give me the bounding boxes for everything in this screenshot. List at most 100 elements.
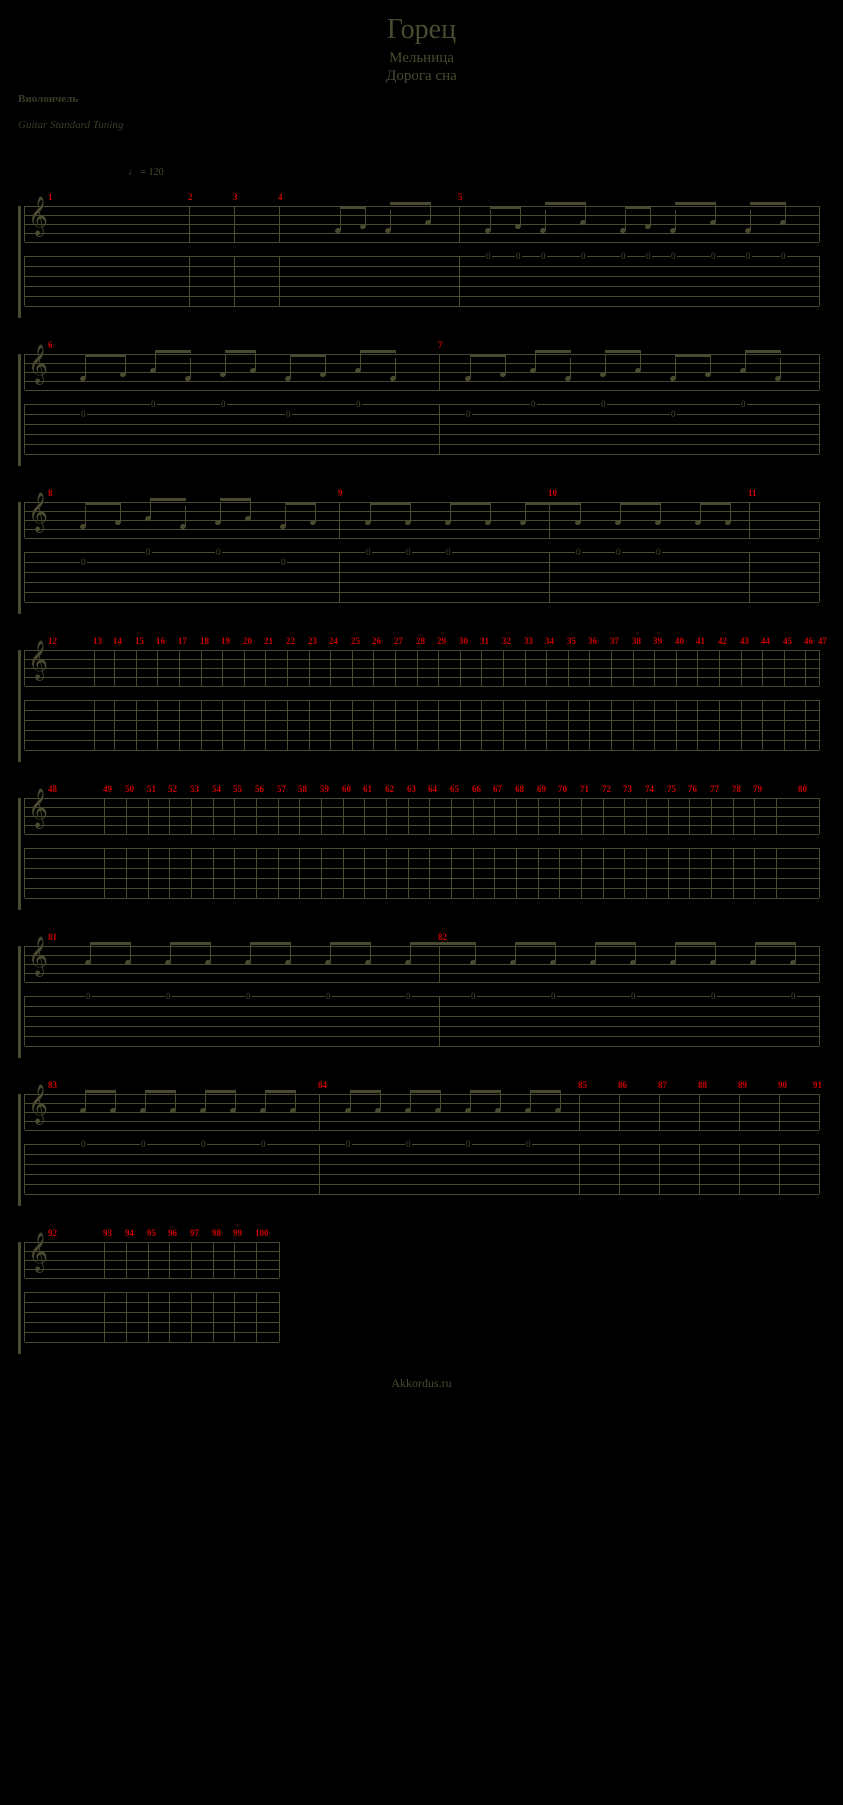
measure-number: 93: [103, 1228, 112, 1238]
tab-fret-number: 0: [80, 558, 87, 567]
measure-number: 36: [588, 636, 597, 646]
measure-number: 13: [93, 636, 102, 646]
instrument-part: Виолончель: [18, 93, 825, 105]
measure-number: 49: [103, 784, 112, 794]
measure-number: 40: [675, 636, 684, 646]
tab-fret-number: 0: [405, 992, 412, 1001]
treble-clef-icon: 𝄞: [28, 200, 48, 234]
systems-container: 12345𝄞000000000067𝄞0000000000891011𝄞0000…: [18, 192, 825, 1342]
measure-number: 73: [623, 784, 632, 794]
measure-number: 53: [190, 784, 199, 794]
measure-number: 62: [385, 784, 394, 794]
measure-number: 64: [428, 784, 437, 794]
tab-fret-number: 0: [465, 1140, 472, 1149]
tablature-staff: [24, 848, 820, 898]
measure-number: 3: [233, 192, 238, 202]
staff-system: 9293949596979899100𝄞: [18, 1228, 278, 1342]
tab-fret-number: 0: [580, 252, 587, 261]
notation-staff: 𝄞: [24, 206, 820, 242]
tab-fret-number: 0: [285, 410, 292, 419]
tab-fret-number: 0: [740, 400, 747, 409]
notation-staff: 𝄞: [24, 1242, 280, 1278]
tablature-staff: 0000000000: [24, 256, 820, 306]
measure-number: 56: [255, 784, 264, 794]
treble-clef-icon: 𝄞: [28, 496, 48, 530]
tablature-staff: 0000000000: [24, 996, 820, 1046]
measure-number: 41: [696, 636, 705, 646]
measure-number: 75: [667, 784, 676, 794]
song-title: Горец: [18, 14, 825, 46]
tab-fret-number: 0: [200, 1140, 207, 1149]
tab-fret-number: 0: [465, 410, 472, 419]
measure-number: 26: [372, 636, 381, 646]
measure-number: 77: [710, 784, 719, 794]
measure-number: 63: [407, 784, 416, 794]
measure-number: 24: [329, 636, 338, 646]
measure-number: 52: [168, 784, 177, 794]
tab-fret-number: 0: [405, 548, 412, 557]
treble-clef-icon: 𝄞: [28, 1088, 48, 1122]
measure-number: 54: [212, 784, 221, 794]
measure-number: 48: [48, 784, 57, 794]
measure-number: 6: [48, 340, 53, 350]
tab-fret-number: 0: [405, 1140, 412, 1149]
measure-number: 9: [338, 488, 343, 498]
measure-number: 22: [286, 636, 295, 646]
measure-number: 98: [212, 1228, 221, 1238]
measure-number: 25: [351, 636, 360, 646]
staff-system: 838485868788899091𝄞00000000: [18, 1080, 818, 1194]
measure-number: 11: [748, 488, 757, 498]
measure-number: 81: [48, 932, 57, 942]
measure-number: 35: [567, 636, 576, 646]
measure-number: 71: [580, 784, 589, 794]
tab-fret-number: 0: [710, 252, 717, 261]
tab-fret-number: 0: [445, 548, 452, 557]
measure-number: 14: [113, 636, 122, 646]
measure-number: 99: [233, 1228, 242, 1238]
measure-number: 90: [778, 1080, 787, 1090]
tab-fret-number: 0: [710, 992, 717, 1001]
tablature-staff: [24, 700, 820, 750]
staff-system: 4849505152535455565758596061626364656667…: [18, 784, 818, 898]
measure-number: 57: [277, 784, 286, 794]
tablature-staff: 00000000: [24, 1144, 820, 1194]
measure-number: 68: [515, 784, 524, 794]
tab-fret-number: 0: [470, 992, 477, 1001]
measure-number: 65: [450, 784, 459, 794]
tab-fret-number: 0: [790, 992, 797, 1001]
tab-fret-number: 0: [85, 992, 92, 1001]
measure-number: 27: [394, 636, 403, 646]
notation-staff: 𝄞: [24, 650, 820, 686]
measure-number: 100: [255, 1228, 269, 1238]
tuning-label: Guitar Standard Tuning: [18, 119, 825, 131]
tab-fret-number: 0: [525, 1140, 532, 1149]
tab-fret-number: 0: [515, 252, 522, 261]
measure-number: 86: [618, 1080, 627, 1090]
tab-fret-number: 0: [575, 548, 582, 557]
measure-number: 92: [48, 1228, 57, 1238]
measure-number: 39: [653, 636, 662, 646]
measure-number: 17: [178, 636, 187, 646]
measure-number: 44: [761, 636, 770, 646]
tab-fret-number: 0: [670, 252, 677, 261]
measure-number: 96: [168, 1228, 177, 1238]
tab-fret-number: 0: [365, 548, 372, 557]
artist-name: Мельница: [18, 50, 825, 67]
tab-fret-number: 0: [355, 400, 362, 409]
tab-fret-number: 0: [145, 548, 152, 557]
measure-number: 78: [732, 784, 741, 794]
tab-fret-number: 0: [655, 548, 662, 557]
tab-fret-number: 0: [485, 252, 492, 261]
measure-number: 30: [459, 636, 468, 646]
tab-fret-number: 0: [620, 252, 627, 261]
measure-number: 91: [813, 1080, 822, 1090]
measure-number: 28: [416, 636, 425, 646]
measure-number: 7: [438, 340, 443, 350]
tab-fret-number: 0: [540, 252, 547, 261]
measure-number: 45: [783, 636, 792, 646]
measure-number: 37: [610, 636, 619, 646]
measure-number: 82: [438, 932, 447, 942]
tablature-staff: [24, 1292, 280, 1342]
notation-staff: 𝄞: [24, 946, 820, 982]
staff-system: 81 82 𝄞 0000000000: [18, 932, 818, 1046]
